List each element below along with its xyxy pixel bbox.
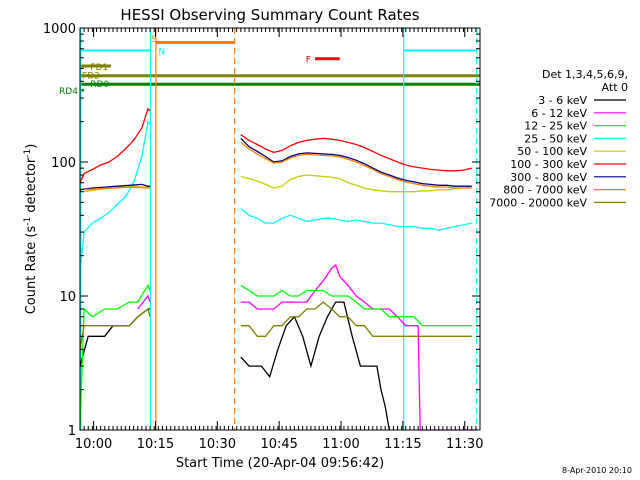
legend-label: 300 - 800 keV [510, 171, 587, 184]
legend-label: 800 - 7000 keV [503, 184, 587, 197]
series-line [79, 137, 472, 191]
x-tick-label: 11:00 [322, 437, 359, 452]
series-line [79, 301, 472, 350]
status-bar-label: F [306, 56, 311, 66]
legend-label: 50 - 100 keV [517, 145, 587, 158]
status-bar-label: FD1 [90, 63, 108, 73]
legend-label: 3 - 6 keV [538, 94, 587, 107]
legend-label: 100 - 300 keV [510, 158, 587, 171]
legend-label: 6 - 12 keV [531, 107, 587, 120]
chart-title: HESSI Observing Summary Count Rates [120, 6, 419, 24]
legend-label: 12 - 25 keV [524, 120, 587, 133]
y-tick-label: 1000 [43, 22, 76, 37]
x-tick-label: 10:30 [199, 437, 236, 452]
status-bar-label: FD2 [82, 71, 100, 81]
legend-label: 7000 - 20000 keV [489, 196, 587, 209]
y-tick-label: 100 [51, 156, 76, 171]
x-tick-label: 10:45 [260, 437, 297, 452]
y-axis-label: Count Rate (s-1 detector-1) [23, 144, 39, 315]
series-line [79, 107, 472, 184]
series-lines [79, 107, 476, 431]
plot-frame [79, 27, 481, 431]
x-axis-label: Start Time (20-Apr-04 09:56:42) [176, 456, 384, 471]
status-bar-label: RD0 [90, 80, 109, 90]
vertical-markers [80, 28, 478, 430]
x-tick-label: 10:15 [137, 437, 174, 452]
x-tick-label: 11:30 [446, 437, 483, 452]
x-tick-label: 10:00 [75, 437, 112, 452]
y-tick-label: 1 [68, 424, 76, 439]
status-bar-label: S [151, 35, 157, 45]
x-tick-label: 11:15 [384, 437, 421, 452]
x-axis: 10:00 10:15 10:30 10:45 11:00 11:15 11:30 [75, 28, 483, 452]
status-bar-label: N [158, 47, 165, 57]
series-line [84, 141, 472, 191]
series-line [79, 283, 472, 431]
legend-label: 25 - 50 keV [524, 132, 587, 145]
footer-timestamp: 8-Apr-2010 20:10 [562, 466, 632, 475]
status-bar-label: RD4 [59, 87, 78, 97]
series-line [137, 264, 476, 431]
legend-header-2: Att 0 [602, 81, 628, 94]
series-line [79, 120, 472, 273]
y-tick-label: 10 [59, 290, 76, 305]
rd4-marker [81, 88, 84, 92]
legend-header-1: Det 1,3,4,5,6,9, [542, 68, 628, 81]
